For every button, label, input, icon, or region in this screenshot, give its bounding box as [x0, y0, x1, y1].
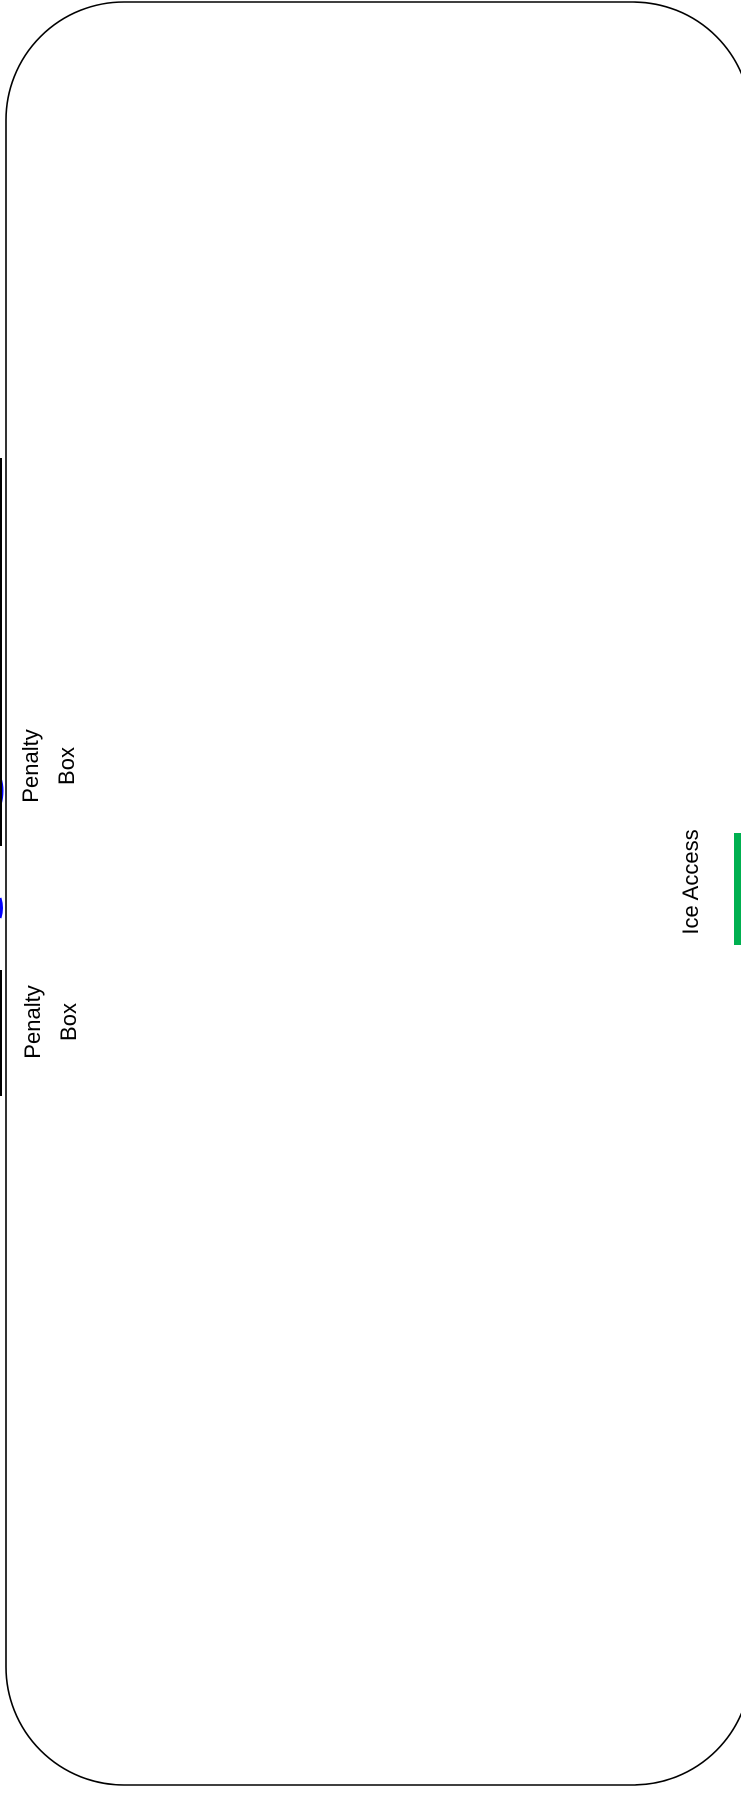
blue-line-fragment-lower [0, 897, 3, 919]
penalty-box-upper-label-line1: Penalty [18, 729, 43, 802]
penalty-box-lower-label-line2: Box [56, 1003, 81, 1041]
penalty-box-upper-label-line2: Box [54, 747, 79, 785]
rink-boards [5, 1, 741, 1786]
ice-access-label: Ice Access [678, 829, 703, 934]
ice-access-gate-marker [734, 833, 741, 945]
penalty-box-lower-label-line1: Penalty [20, 985, 45, 1058]
